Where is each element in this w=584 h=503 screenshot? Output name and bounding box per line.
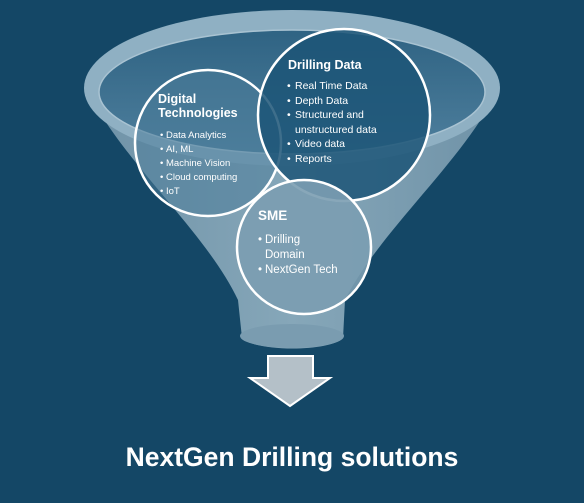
down-arrow-icon xyxy=(246,355,334,408)
drilling-data-list: Real Time Data Depth Data Structured and… xyxy=(287,79,422,166)
list-item: Real Time Data xyxy=(287,79,422,94)
list-item: Structured and xyxy=(287,108,422,123)
list-item-continuation: unstructured data xyxy=(295,123,377,136)
sme-list: Drilling Domain NextGen Tech xyxy=(258,233,368,278)
list-item: NextGen Tech xyxy=(258,263,368,278)
digital-technologies-title-line2: Technologies xyxy=(158,106,238,121)
drilling-data-title: Drilling Data xyxy=(288,58,362,72)
sme-title: SME xyxy=(258,208,288,223)
list-item: Reports xyxy=(287,152,422,167)
list-item: IoT xyxy=(160,185,280,199)
digital-technologies-title: Digital Technologies xyxy=(158,92,238,121)
main-heading: NextGen Drilling solutions xyxy=(125,442,459,472)
list-item: Data Analytics xyxy=(160,129,280,143)
list-item: Video data xyxy=(287,137,422,152)
digital-technologies-list: Data Analytics AI, ML Machine Vision Clo… xyxy=(160,129,280,199)
list-item: Drilling xyxy=(258,233,368,248)
funnel-spout xyxy=(240,324,344,348)
digital-technologies-title-line1: Digital xyxy=(158,92,197,106)
list-item-continuation: Domain xyxy=(265,248,305,261)
list-item: AI, ML xyxy=(160,143,280,157)
list-item: Cloud computing xyxy=(160,171,280,185)
list-item: Machine Vision xyxy=(160,157,280,171)
list-item: Depth Data xyxy=(287,94,422,109)
